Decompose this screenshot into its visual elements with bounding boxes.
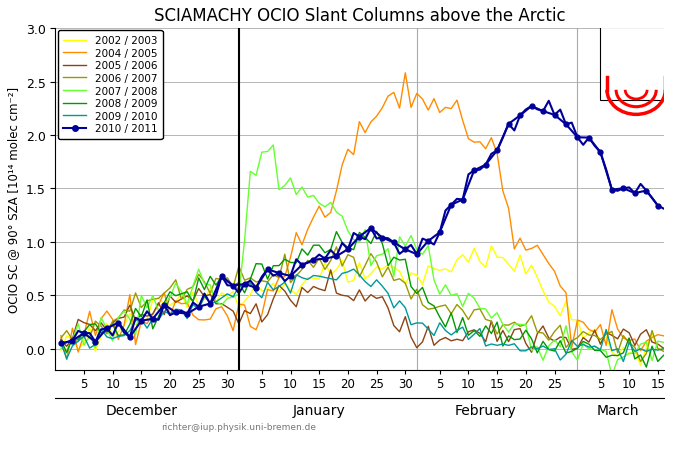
2004 / 2005 (419, 97, 427, 102)
2010 / 2011 (528, 104, 536, 110)
2007 / 2008 (476, 306, 484, 311)
2009 / 2010 (660, 346, 668, 352)
2008 / 2009 (373, 229, 381, 235)
2008 / 2009 (419, 285, 427, 291)
2002 / 2003 (585, 330, 593, 336)
2009 / 2010 (74, 339, 82, 344)
2005 / 2006 (591, 328, 599, 333)
2002 / 2003 (470, 246, 479, 252)
2005 / 2006 (74, 317, 82, 323)
2004 / 2005 (80, 332, 88, 338)
2007 / 2008 (608, 373, 616, 378)
2008 / 2009 (74, 337, 82, 342)
2009 / 2010 (619, 359, 627, 364)
2007 / 2008 (413, 247, 421, 253)
2002 / 2003 (637, 363, 645, 369)
2004 / 2005 (63, 357, 71, 363)
2008 / 2009 (453, 330, 461, 336)
2006 / 2007 (637, 359, 645, 364)
2010 / 2011 (435, 230, 444, 235)
2005 / 2006 (326, 268, 334, 273)
2009 / 2010 (419, 321, 427, 326)
2008 / 2009 (57, 337, 65, 343)
2009 / 2010 (476, 326, 484, 331)
2006 / 2007 (453, 302, 461, 308)
2010 / 2011 (57, 341, 65, 347)
Line: 2004 / 2005: 2004 / 2005 (61, 73, 664, 360)
Line: 2005 / 2006: 2005 / 2006 (61, 270, 664, 353)
2002 / 2003 (407, 271, 415, 276)
2008 / 2009 (660, 353, 668, 358)
2005 / 2006 (528, 350, 536, 355)
2007 / 2008 (660, 340, 668, 345)
2009 / 2010 (585, 345, 593, 350)
2007 / 2008 (269, 143, 277, 148)
Y-axis label: OCIO SC @ 90° SZA [10¹⁴ molec cm⁻²]: OCIO SC @ 90° SZA [10¹⁴ molec cm⁻²] (7, 87, 20, 313)
2004 / 2005 (57, 333, 65, 339)
2004 / 2005 (660, 333, 668, 339)
2007 / 2008 (419, 252, 427, 257)
Text: richter@iup.physik.uni-bremen.de: richter@iup.physik.uni-bremen.de (162, 422, 316, 431)
2006 / 2007 (332, 245, 341, 250)
2006 / 2007 (585, 332, 593, 338)
2009 / 2010 (57, 341, 65, 346)
2002 / 2003 (413, 273, 421, 278)
2008 / 2009 (413, 291, 421, 297)
2010 / 2011 (217, 274, 225, 279)
2008 / 2009 (642, 364, 650, 370)
2006 / 2007 (57, 336, 65, 341)
2008 / 2009 (476, 334, 484, 339)
2010 / 2011 (653, 203, 662, 209)
2010 / 2011 (516, 113, 524, 119)
2006 / 2007 (413, 287, 421, 292)
FancyBboxPatch shape (600, 28, 672, 101)
2002 / 2003 (447, 269, 455, 275)
2006 / 2007 (660, 349, 668, 354)
2009 / 2010 (413, 320, 421, 326)
2008 / 2009 (585, 341, 593, 347)
2009 / 2010 (453, 328, 461, 334)
2002 / 2003 (57, 347, 65, 353)
2005 / 2006 (419, 339, 427, 345)
2002 / 2003 (660, 346, 668, 351)
2010 / 2011 (596, 150, 604, 156)
2002 / 2003 (74, 347, 82, 353)
2007 / 2008 (585, 347, 593, 352)
2009 / 2010 (349, 267, 357, 272)
2006 / 2007 (419, 302, 427, 308)
Line: 2002 / 2003: 2002 / 2003 (61, 246, 664, 366)
Text: UNIVERSITÄT: UNIVERSITÄT (616, 34, 656, 39)
2007 / 2008 (74, 321, 82, 327)
2005 / 2006 (453, 337, 461, 342)
2006 / 2007 (476, 307, 484, 312)
2005 / 2006 (660, 346, 668, 351)
2002 / 2003 (487, 244, 495, 249)
Line: 2008 / 2009: 2008 / 2009 (61, 232, 664, 367)
2010 / 2011 (413, 252, 421, 257)
Line: 2007 / 2008: 2007 / 2008 (61, 146, 664, 375)
Title: SCIAMACHY OCIO Slant Columns above the Arctic: SCIAMACHY OCIO Slant Columns above the A… (153, 7, 565, 25)
Text: BREMEN: BREMEN (616, 48, 656, 57)
2007 / 2008 (57, 346, 65, 351)
Legend: 2002 / 2003, 2004 / 2005, 2005 / 2006, 2006 / 2007, 2007 / 2008, 2008 / 2009, 20: 2002 / 2003, 2004 / 2005, 2005 / 2006, 2… (59, 31, 163, 140)
2010 / 2011 (401, 247, 409, 252)
2006 / 2007 (74, 339, 82, 345)
2005 / 2006 (476, 331, 484, 336)
2004 / 2005 (401, 71, 409, 76)
2004 / 2005 (424, 108, 432, 113)
2005 / 2006 (413, 345, 421, 351)
2005 / 2006 (57, 337, 65, 343)
2004 / 2005 (482, 147, 490, 152)
Line: 2010 / 2011: 2010 / 2011 (59, 104, 660, 346)
Line: 2006 / 2007: 2006 / 2007 (61, 247, 664, 362)
2007 / 2008 (453, 291, 461, 297)
2004 / 2005 (458, 118, 466, 124)
2004 / 2005 (591, 330, 599, 335)
Line: 2009 / 2010: 2009 / 2010 (61, 269, 664, 362)
